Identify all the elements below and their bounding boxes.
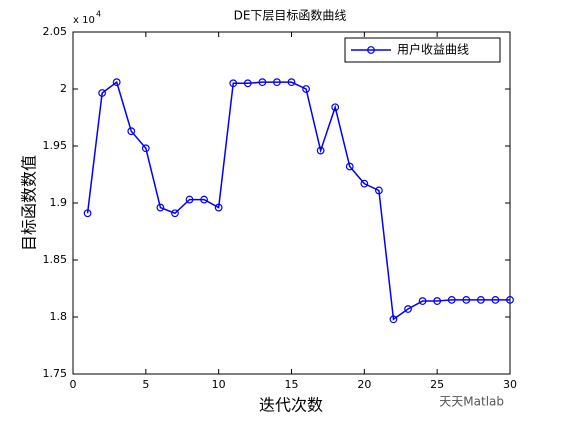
point <box>112 78 121 87</box>
point <box>287 78 296 87</box>
point <box>214 203 223 212</box>
point <box>127 127 136 136</box>
x-tick-label: 25 <box>430 378 444 391</box>
y-axis-label: 目标函数数值 <box>20 155 39 251</box>
x-tick-label: 15 <box>285 378 299 391</box>
point <box>141 144 150 153</box>
point <box>229 79 238 88</box>
point <box>258 78 267 87</box>
y-tick-label: 1.85 <box>43 253 68 266</box>
x-tick-label: 5 <box>142 378 149 391</box>
y-tick-label: 2.05 <box>43 25 68 38</box>
point <box>389 315 398 324</box>
point <box>360 179 369 188</box>
legend-marker <box>367 46 375 54</box>
point <box>156 203 165 212</box>
point <box>491 296 500 304</box>
x-tick-label: 30 <box>503 378 517 391</box>
point <box>447 296 456 304</box>
y-tick-label: 1.9 <box>50 196 68 209</box>
point <box>302 85 310 93</box>
point <box>345 162 354 171</box>
point <box>506 296 514 304</box>
point <box>418 297 427 305</box>
y-tick-label: 1.75 <box>43 367 68 380</box>
point <box>273 78 281 87</box>
y-multiplier: x 10 <box>73 15 95 26</box>
point <box>185 195 194 204</box>
point <box>433 297 442 305</box>
x-tick-label: 20 <box>357 378 371 391</box>
x-tick-label: 10 <box>212 378 226 391</box>
point <box>476 296 485 304</box>
y-tick-label: 1.8 <box>50 310 68 323</box>
y-exponent: 4 <box>96 10 101 19</box>
x-tick-label: 0 <box>70 378 77 391</box>
point <box>171 209 179 218</box>
point <box>331 103 340 112</box>
point <box>375 186 383 195</box>
point <box>316 146 325 155</box>
legend-label: 用户收益曲线 <box>397 42 469 57</box>
watermark: 天天Matlab <box>439 395 504 409</box>
plot-area <box>72 31 511 375</box>
point <box>404 305 412 313</box>
x-axis-label: 迭代次数 <box>259 396 323 415</box>
point <box>98 89 107 97</box>
series-line <box>86 80 510 321</box>
chart-title: DE下层目标函数曲线 <box>234 8 347 23</box>
point <box>83 209 92 218</box>
y-tick-label: 1.95 <box>43 139 68 152</box>
point <box>462 296 471 304</box>
y-tick-label: 2 <box>60 82 67 95</box>
point <box>243 79 252 88</box>
point <box>200 195 209 204</box>
